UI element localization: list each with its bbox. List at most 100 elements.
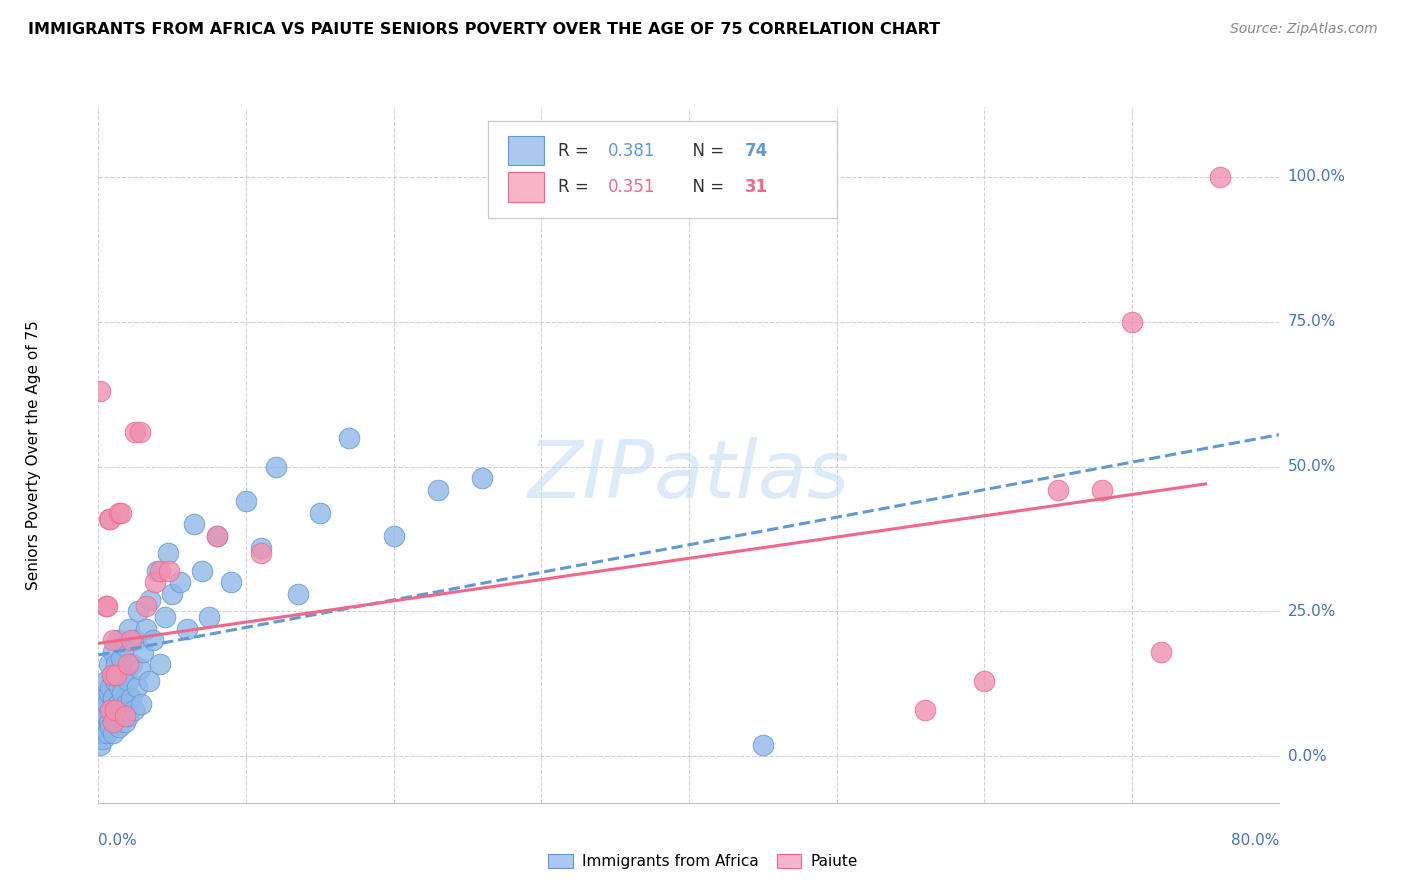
Point (169, 575, 191, 590)
Point (110, 651, 132, 665)
Point (110, 506, 132, 520)
Point (198, 610, 221, 624)
Point (103, 645, 125, 659)
Text: 100.0%: 100.0% (1288, 169, 1346, 184)
Text: N =: N = (682, 178, 730, 196)
Point (1121, 315, 1143, 329)
Point (117, 657, 139, 671)
Point (89, 384, 111, 398)
Point (96, 726, 118, 740)
Point (128, 662, 150, 677)
Text: 75.0%: 75.0% (1288, 314, 1336, 329)
Point (135, 599, 157, 613)
Point (96, 698, 118, 712)
Point (98, 703, 121, 717)
Text: 31: 31 (744, 178, 768, 196)
Point (97, 512, 120, 526)
Point (129, 698, 152, 712)
Point (1150, 645, 1173, 659)
Point (118, 622, 141, 636)
Point (112, 668, 135, 682)
Point (250, 541, 273, 555)
Point (143, 575, 166, 590)
Point (122, 703, 145, 717)
Point (100, 703, 122, 717)
Point (309, 506, 332, 520)
Point (121, 657, 143, 671)
Point (104, 708, 127, 723)
Point (114, 639, 136, 653)
Text: 0.0%: 0.0% (98, 833, 138, 848)
Point (205, 529, 228, 543)
Point (110, 703, 132, 717)
Point (98, 721, 121, 735)
Point (162, 587, 183, 601)
Point (153, 610, 176, 624)
Text: R =: R = (558, 178, 593, 196)
Point (127, 605, 149, 619)
Point (105, 714, 128, 729)
Point (104, 703, 127, 717)
Point (114, 708, 136, 723)
Point (183, 517, 205, 532)
Text: 74: 74 (744, 142, 768, 160)
Text: 0.381: 0.381 (607, 142, 655, 160)
Point (337, 431, 360, 445)
Point (973, 674, 995, 689)
Point (235, 494, 257, 508)
Point (91, 731, 114, 746)
Legend: Immigrants from Africa, Paiute: Immigrants from Africa, Paiute (543, 847, 863, 875)
FancyBboxPatch shape (488, 121, 837, 219)
Point (107, 698, 129, 712)
Point (90, 714, 112, 729)
Point (90, 726, 112, 740)
Point (108, 680, 131, 694)
Point (264, 459, 287, 474)
Point (100, 668, 122, 682)
Point (427, 483, 450, 497)
Point (105, 657, 128, 671)
Point (117, 674, 139, 689)
Point (138, 674, 160, 689)
Point (97, 685, 120, 699)
Point (751, 738, 773, 752)
Point (128, 425, 150, 439)
Text: IMMIGRANTS FROM AFRICA VS PAIUTE SENIORS POVERTY OVER THE AGE OF 75 CORRELATION : IMMIGRANTS FROM AFRICA VS PAIUTE SENIORS… (28, 22, 941, 37)
Point (94, 708, 117, 723)
Text: 0.351: 0.351 (607, 178, 655, 196)
Point (219, 575, 242, 590)
Text: N =: N = (682, 142, 730, 160)
Point (382, 529, 405, 543)
Point (107, 633, 129, 648)
Point (120, 633, 142, 648)
Point (125, 680, 148, 694)
Point (94, 674, 117, 689)
Point (96, 599, 118, 613)
FancyBboxPatch shape (508, 136, 544, 166)
Point (156, 546, 179, 561)
Point (104, 674, 127, 689)
Point (205, 529, 228, 543)
Point (111, 685, 134, 699)
Point (98, 680, 121, 694)
Point (124, 425, 146, 439)
Point (142, 633, 165, 648)
Point (135, 622, 157, 636)
Text: R =: R = (558, 142, 593, 160)
Point (93, 691, 115, 706)
Point (97, 657, 120, 671)
Point (103, 714, 125, 729)
Point (108, 506, 131, 520)
FancyBboxPatch shape (508, 172, 544, 202)
Point (146, 564, 169, 578)
Text: 50.0%: 50.0% (1288, 459, 1336, 474)
Point (117, 708, 139, 723)
Point (250, 546, 273, 561)
Point (114, 714, 136, 729)
Text: 0.0%: 0.0% (1288, 749, 1326, 764)
Text: ZIPatlas: ZIPatlas (527, 437, 851, 515)
Point (105, 668, 128, 682)
Text: 80.0%: 80.0% (1232, 833, 1279, 848)
Point (120, 691, 142, 706)
Point (97, 714, 120, 729)
